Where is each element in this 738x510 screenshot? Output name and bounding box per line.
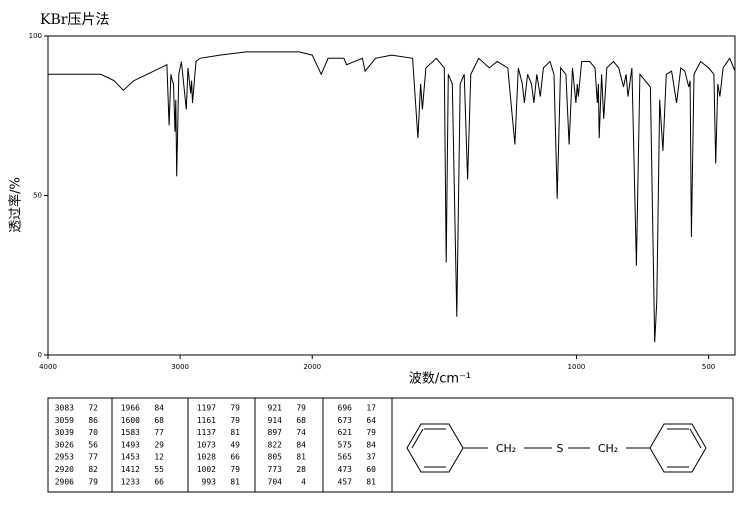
peak-transmittance: 84 [296,440,306,449]
peak-transmittance: 64 [366,416,376,425]
benzene-ring [649,423,707,473]
peak-transmittance: 84 [154,404,164,413]
peak-transmittance: 49 [230,440,240,449]
peak-wavenumber: 1412 [121,465,140,474]
peak-transmittance: 86 [88,416,98,425]
peak-wavenumber: 2953 [55,453,74,462]
structure [406,423,707,473]
peak-wavenumber: 696 [338,404,353,413]
peak-wavenumber: 1161 [197,416,216,425]
peak-wavenumber: 921 [268,404,283,413]
peak-transmittance: 12 [154,453,164,462]
peak-wavenumber: 3059 [55,416,74,425]
peak-wavenumber: 565 [338,453,353,462]
peak-wavenumber: 1002 [197,465,216,474]
peak-wavenumber: 1197 [197,404,216,413]
peak-wavenumber: 575 [338,440,353,449]
peak-transmittance: 4 [301,477,306,486]
peak-wavenumber: 1028 [197,453,216,462]
peak-transmittance: 82 [88,465,98,474]
peak-transmittance: 66 [230,453,240,462]
peak-wavenumber: 3083 [55,404,74,413]
peak-transmittance: 79 [230,404,240,413]
peak-wavenumber: 3039 [55,428,74,437]
peak-transmittance: 79 [88,477,98,486]
benzene-ring [406,423,464,473]
peak-wavenumber: 1137 [197,428,216,437]
y-tick-label: 100 [29,32,42,40]
x-tick-label: 2000 [303,363,321,371]
peak-transmittance: 81 [366,477,376,486]
peak-wavenumber: 773 [268,465,283,474]
peak-wavenumber: 473 [338,465,353,474]
peak-wavenumber: 1453 [121,453,140,462]
peak-transmittance: 60 [366,465,376,474]
peak-wavenumber: 822 [268,440,283,449]
peak-wavenumber: 673 [338,416,353,425]
peak-wavenumber: 2920 [55,465,74,474]
x-tick-label: 3000 [171,363,189,371]
peak-transmittance: 66 [154,477,164,486]
peak-wavenumber: 1583 [121,428,140,437]
peak-transmittance: 29 [154,440,164,449]
peak-wavenumber: 704 [268,477,283,486]
peak-transmittance: 74 [296,428,306,437]
x-axis-label: 波数/cm⁻¹ [409,372,471,387]
peak-wavenumber: 1493 [121,440,140,449]
peak-transmittance: 68 [296,416,306,425]
x-tick-label: 1000 [568,363,586,371]
peak-transmittance: 81 [230,428,240,437]
table-frame [47,397,734,493]
peak-wavenumber: 805 [268,453,283,462]
peak-transmittance: 77 [88,453,98,462]
x-tick-label: 500 [702,363,715,371]
peak-transmittance: 70 [88,428,98,437]
peak-wavenumber: 2906 [55,477,74,486]
peak-transmittance: 17 [366,404,376,413]
structure-label: S [557,442,564,455]
peak-wavenumber: 1233 [121,477,140,486]
x-tick-label: 4000 [39,363,57,371]
peak-transmittance: 56 [88,440,98,449]
y-tick-label: 50 [33,192,42,200]
peak-wavenumber: 621 [338,428,353,437]
peak-wavenumber: 1600 [121,416,140,425]
peak-transmittance: 79 [366,428,376,437]
peak-transmittance: 28 [296,465,306,474]
peak-transmittance: 79 [296,404,306,413]
peak-wavenumber: 3026 [55,440,74,449]
peak-wavenumber: 914 [268,416,283,425]
peak-wavenumber: 1073 [197,440,216,449]
peak-transmittance: 68 [154,416,164,425]
peak-transmittance: 37 [366,453,376,462]
peak-transmittance: 79 [230,465,240,474]
peak-transmittance: 79 [230,416,240,425]
peak-transmittance: 84 [366,440,376,449]
peak-transmittance: 55 [154,465,164,474]
peak-wavenumber: 457 [338,477,353,486]
chart-title: KBr压片法 [40,12,109,28]
peak-wavenumber: 897 [268,428,283,437]
y-axis-label: 透过率/% [8,177,24,233]
y-tick-label: 0 [38,351,42,359]
structure-label: CH₂ [496,442,516,455]
structure-label: CH₂ [598,442,618,455]
peak-wavenumber: 993 [202,477,217,486]
peak-transmittance: 72 [88,404,98,413]
double-bond [411,428,424,449]
peak-transmittance: 81 [230,477,240,486]
peak-transmittance: 81 [296,453,306,462]
peak-transmittance: 77 [154,428,164,437]
double-bond [689,428,702,449]
spectrum-line [48,51,736,343]
peak-wavenumber: 1966 [121,404,140,413]
